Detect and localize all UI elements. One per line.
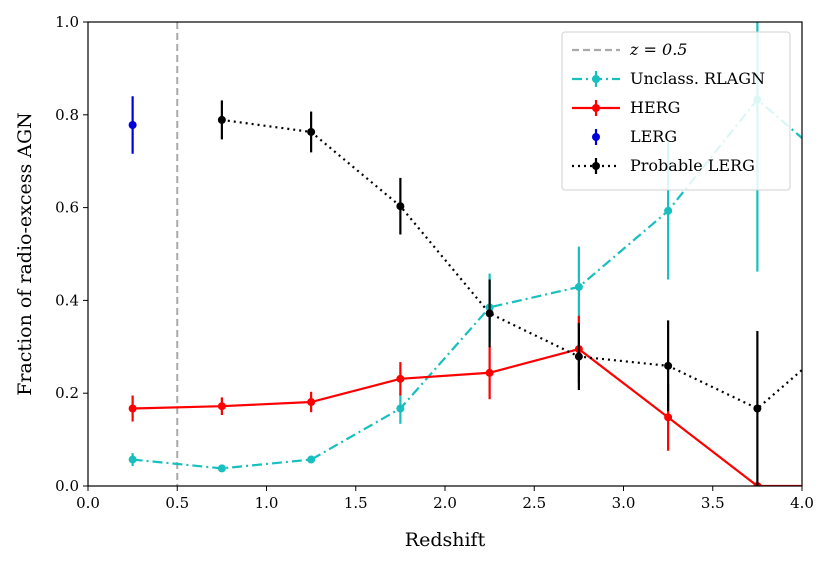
legend-label: LERG: [630, 127, 677, 146]
data-point-unclass-rlagn: [396, 404, 405, 413]
x-tick-label: 0.5: [165, 494, 189, 512]
data-point-probable-lerg: [485, 309, 494, 318]
legend-marker: [592, 162, 600, 170]
legend-label: z = 0.5: [629, 40, 687, 59]
data-point-herg: [307, 398, 316, 407]
data-point-unclass-rlagn: [664, 206, 673, 215]
y-tick-label: 0.8: [55, 106, 79, 124]
data-point-unclass-rlagn: [217, 464, 226, 473]
x-tick-label: 4.0: [790, 494, 814, 512]
legend-label: Unclass. RLAGN: [630, 69, 765, 88]
legend-marker: [592, 104, 600, 112]
y-tick-label: 0.2: [55, 384, 79, 402]
data-point-herg: [664, 413, 673, 422]
data-point-herg: [485, 368, 494, 377]
x-tick-label: 0.0: [76, 494, 100, 512]
x-tick-label: 3.0: [612, 494, 636, 512]
legend-marker: [592, 133, 600, 141]
data-point-unclass-rlagn: [128, 455, 137, 464]
y-tick-label: 1.0: [55, 13, 79, 31]
legend: z = 0.5 Unclass. RLAGN HERG LERG Probable LE…: [561, 31, 791, 191]
data-point-probable-lerg: [753, 404, 762, 413]
y-tick-label: 0.6: [55, 199, 79, 217]
data-point-probable-lerg: [307, 127, 316, 136]
x-tick-label: 1.5: [344, 494, 368, 512]
plot-frame: [87, 21, 803, 487]
x-tick-label: 2.5: [522, 494, 546, 512]
x-tick-label: 1.0: [255, 494, 279, 512]
data-point-probable-lerg: [217, 115, 226, 124]
x-axis-label: Redshift: [405, 529, 486, 551]
x-tick-label: 2.0: [433, 494, 457, 512]
data-point-probable-lerg: [396, 202, 405, 211]
data-point-herg: [396, 374, 405, 383]
y-axis-label: Fraction of radio-excess AGN: [14, 112, 36, 396]
x-tick-label: 3.5: [701, 494, 725, 512]
data-point-lerg: [128, 121, 137, 130]
data-point-unclass-rlagn: [574, 282, 583, 291]
data-point-probable-lerg: [664, 361, 673, 370]
y-tick-label: 0.0: [55, 477, 79, 495]
series-line-probable-lerg: [221, 118, 802, 410]
legend-marker: [592, 75, 600, 83]
data-point-herg: [217, 402, 226, 411]
y-tick-label: 0.4: [55, 291, 79, 309]
legend-label: Probable LERG: [630, 156, 755, 175]
legend-label: HERG: [630, 98, 680, 117]
legend-box: [561, 31, 791, 191]
data-point-herg: [128, 404, 137, 413]
data-point-unclass-rlagn: [307, 455, 316, 464]
data-point-probable-lerg: [574, 352, 583, 361]
